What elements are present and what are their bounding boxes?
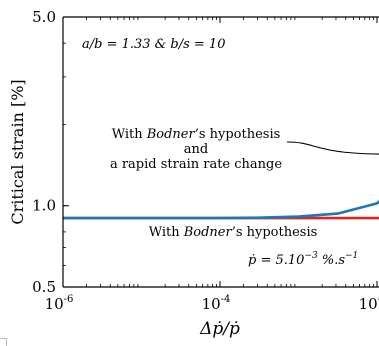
annotation-italic: Bodner [183, 225, 233, 240]
annotation-text: With [149, 225, 184, 240]
x-tick-label: 10-2 [359, 294, 379, 313]
tick-labels: 10-610-410-20.51.05.0 [32, 8, 379, 313]
y-axis-label: Critical strain [%] [8, 79, 27, 224]
x-tick-exponent: -4 [221, 294, 231, 305]
x-tick-label: 10-4 [202, 294, 231, 313]
annotation-text: ’s hypothesis [232, 225, 318, 240]
x-tick-exponent: -2 [378, 294, 379, 305]
parameters-label: a/b = 1.33 & b/s = 10 [82, 37, 225, 52]
x-axis-label: Δṗ/ṗ [199, 319, 240, 339]
rate-exponent-2: −1 [345, 251, 358, 261]
rate-label: ṗ = 5.10−3 %.s−1 [248, 251, 358, 268]
rate-unit: %.s [318, 253, 346, 268]
y-tick-label: 5.0 [32, 8, 56, 26]
annotation-text: a rapid strain rate change [110, 157, 282, 172]
annotation-text: With [112, 127, 147, 142]
y-tick-label: 0.5 [32, 278, 56, 296]
annotation-layer: a/b = 1.33 & b/s = 10 ṗ = 5.10−3 %.s−1 Wit… [82, 37, 379, 268]
rate-exponent-1: −3 [304, 251, 318, 261]
y-tick-label: 1.0 [32, 197, 56, 215]
annotation-text: and [184, 142, 208, 157]
series-line-1 [63, 199, 379, 220]
x-tick-base: 10 [202, 295, 221, 313]
x-tick-base: 10 [359, 295, 378, 313]
annotation-bodner: With Bodner’s hypothesis [149, 225, 318, 240]
x-tick-exponent: -6 [64, 294, 74, 305]
corner-fragment [0, 338, 7, 346]
rate-base: ṗ = 5.10 [248, 253, 304, 268]
annotation-rapid-line: a rapid strain rate change [110, 157, 282, 172]
series-layer [63, 199, 379, 220]
annotation-rapid-line: With Bodner’s hypothesis [112, 127, 281, 142]
x-tick-base: 10 [45, 295, 64, 313]
annotation-leader [286, 141, 379, 155]
annotation-rapid-line: and [184, 142, 208, 157]
annotation-text: ’s hypothesis [195, 127, 281, 142]
axis-labels: Δṗ/ṗ Critical strain [%] [8, 79, 240, 339]
annotation-italic: Bodner [146, 127, 196, 142]
x-tick-label: 10-6 [45, 294, 74, 313]
